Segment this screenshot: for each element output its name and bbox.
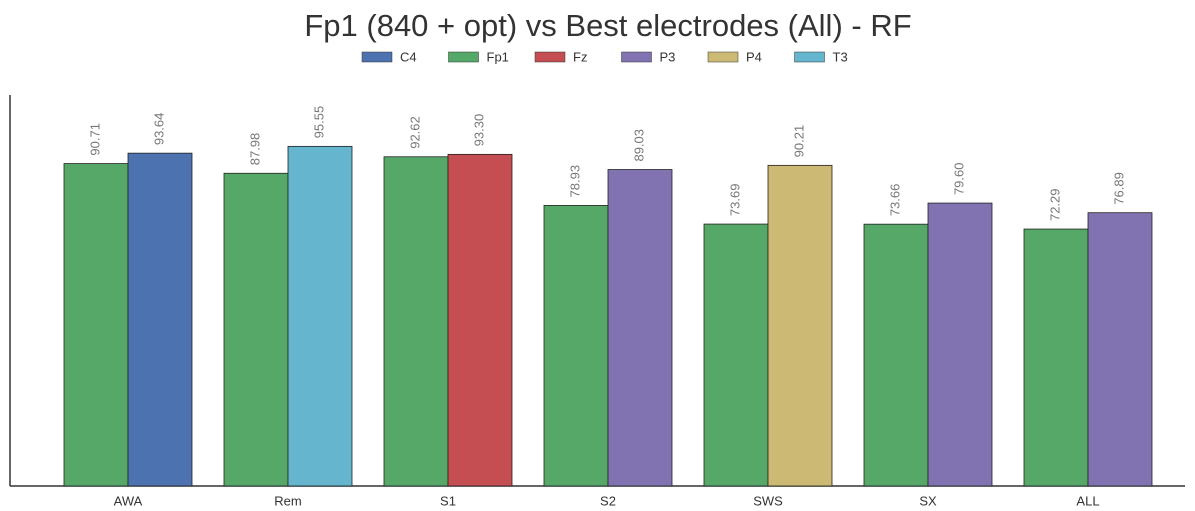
legend-label: C4	[400, 49, 417, 64]
value-label: 76.89	[1111, 172, 1126, 205]
x-tick-label: S2	[600, 493, 616, 508]
legend-swatch	[707, 51, 739, 63]
value-label: 92.62	[407, 116, 422, 149]
value-label: 89.03	[631, 129, 646, 162]
legend-swatch	[361, 51, 393, 63]
legend-label: Fz	[573, 49, 587, 64]
bar	[607, 169, 673, 487]
x-tick-label: SWS	[753, 493, 783, 508]
value-label: 79.60	[951, 163, 966, 196]
bar	[863, 223, 929, 487]
bar	[927, 202, 993, 487]
x-tick-label: SX	[919, 493, 937, 508]
value-label: 78.93	[567, 165, 582, 198]
x-tick-label: S1	[440, 493, 456, 508]
bar	[543, 205, 609, 487]
bar	[287, 145, 353, 487]
legend-label: Fp1	[487, 49, 509, 64]
legend-label: T3	[833, 49, 848, 64]
bar	[767, 164, 833, 487]
bar	[383, 156, 449, 487]
legend-swatch	[621, 51, 652, 63]
value-label: 93.30	[471, 114, 486, 147]
bar	[127, 152, 193, 487]
value-label: 73.66	[887, 184, 902, 217]
chart-title: Fp1 (840 + opt) vs Best electrodes (All)…	[304, 8, 911, 43]
value-label: 87.98	[247, 133, 262, 166]
legend-label: P4	[746, 49, 762, 64]
bar	[1087, 212, 1153, 487]
value-label: 72.29	[1047, 188, 1062, 221]
value-label: 90.71	[87, 123, 102, 156]
bar	[223, 172, 289, 487]
value-label: 90.21	[791, 125, 806, 158]
bar	[703, 223, 769, 487]
bar	[63, 163, 129, 487]
value-label: 95.55	[311, 106, 326, 139]
bar	[1023, 228, 1089, 487]
x-tick-label: ALL	[1076, 493, 1099, 508]
legend-swatch	[448, 51, 479, 63]
value-label: 93.64	[151, 113, 166, 146]
x-tick-label: AWA	[114, 493, 143, 508]
value-label: 73.69	[727, 184, 742, 217]
bar	[447, 153, 513, 487]
legend-swatch	[534, 51, 566, 63]
legend-swatch	[794, 51, 825, 63]
x-tick-label: Rem	[274, 493, 301, 508]
legend-label: P3	[660, 49, 676, 64]
